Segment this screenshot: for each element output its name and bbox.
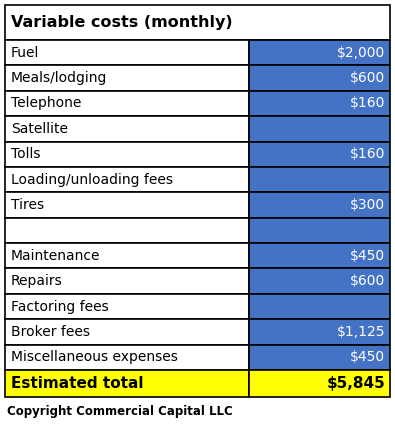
Text: $300: $300 (350, 198, 385, 212)
Bar (5, 192, 250, 218)
Bar (250, 294, 390, 319)
Bar (250, 142, 390, 167)
Text: $5,845: $5,845 (326, 376, 385, 391)
Text: Loading/unloading fees: Loading/unloading fees (11, 173, 173, 186)
Bar (250, 319, 390, 345)
Bar (250, 370, 390, 397)
Bar (250, 65, 390, 91)
Text: Repairs: Repairs (11, 274, 63, 288)
Text: $450: $450 (350, 350, 385, 364)
Bar (250, 269, 390, 294)
Text: Fuel: Fuel (11, 46, 40, 60)
Bar (5, 116, 250, 142)
Bar (5, 269, 250, 294)
Bar (5, 65, 250, 91)
Bar (250, 40, 390, 65)
Bar (5, 91, 250, 116)
Text: $160: $160 (350, 97, 385, 110)
Text: $2,000: $2,000 (337, 46, 385, 60)
Bar (5, 370, 250, 397)
Text: $600: $600 (350, 71, 385, 85)
Text: $1,125: $1,125 (337, 325, 385, 339)
Bar (250, 116, 390, 142)
Text: Satellite: Satellite (11, 122, 68, 136)
Bar (5, 167, 250, 192)
Text: $450: $450 (350, 249, 385, 263)
Text: Broker fees: Broker fees (11, 325, 90, 339)
Text: Maintenance: Maintenance (11, 249, 100, 263)
Bar (250, 91, 390, 116)
Bar (5, 243, 250, 269)
Text: Meals/lodging: Meals/lodging (11, 71, 107, 85)
Text: Telephone: Telephone (11, 97, 81, 110)
Bar (5, 142, 250, 167)
Bar (250, 218, 390, 243)
Bar (250, 167, 390, 192)
Text: $160: $160 (350, 147, 385, 161)
Text: Miscellaneous expenses: Miscellaneous expenses (11, 350, 178, 364)
Text: Copyright Commercial Capital LLC: Copyright Commercial Capital LLC (7, 405, 233, 418)
Bar (250, 243, 390, 269)
Text: Estimated total: Estimated total (11, 376, 143, 391)
Bar (5, 294, 250, 319)
Bar (5, 345, 250, 370)
Bar (250, 345, 390, 370)
Bar (5, 319, 250, 345)
Text: Tires: Tires (11, 198, 44, 212)
Text: Variable costs (monthly): Variable costs (monthly) (11, 15, 233, 30)
Text: Tolls: Tolls (11, 147, 41, 161)
Bar (5, 40, 250, 65)
Text: Factoring fees: Factoring fees (11, 299, 109, 313)
Bar (250, 192, 390, 218)
Bar (5, 218, 250, 243)
Text: $600: $600 (350, 274, 385, 288)
Bar (5, 5, 390, 40)
